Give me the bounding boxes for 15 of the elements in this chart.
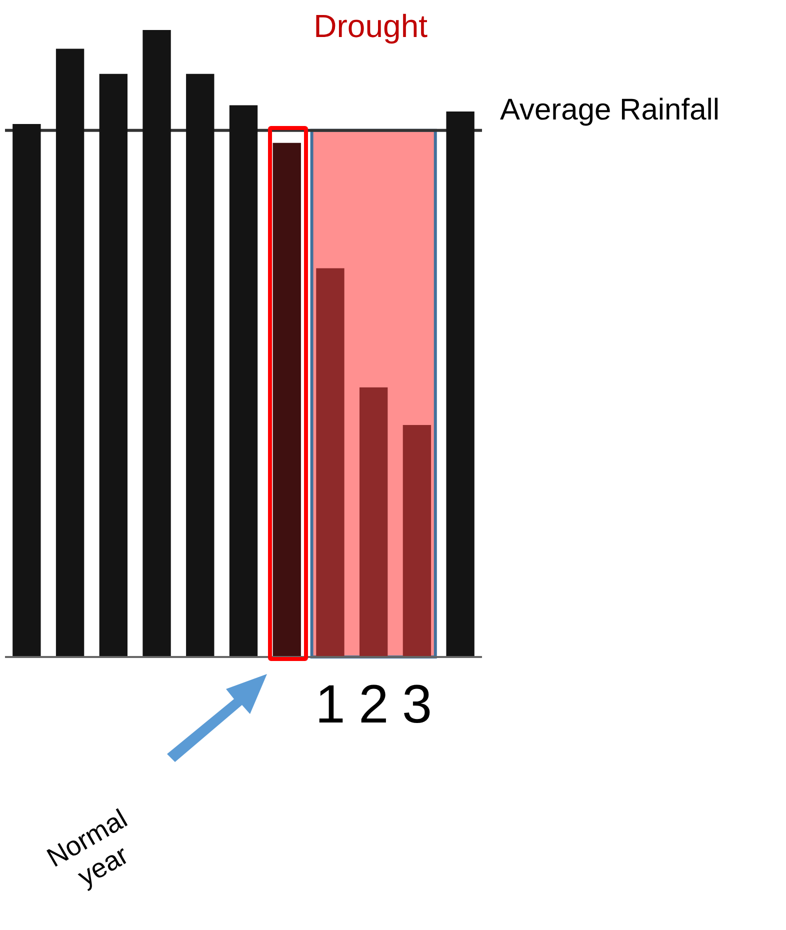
bar: [56, 48, 84, 657]
bar: [186, 74, 214, 657]
bar: [142, 30, 171, 657]
band-label: Drought: [314, 8, 428, 44]
bar: [402, 425, 432, 657]
bar: [99, 74, 128, 657]
x-tick-label: 3: [402, 674, 432, 734]
ref-line-label: Average Rainfall: [500, 94, 720, 127]
bar: [446, 112, 474, 657]
bar: [12, 124, 41, 657]
x-tick-label: 2: [358, 674, 389, 734]
bar: [360, 387, 388, 657]
bar: [229, 105, 258, 657]
x-tick-label: 1: [315, 674, 346, 734]
bar: [316, 268, 344, 657]
